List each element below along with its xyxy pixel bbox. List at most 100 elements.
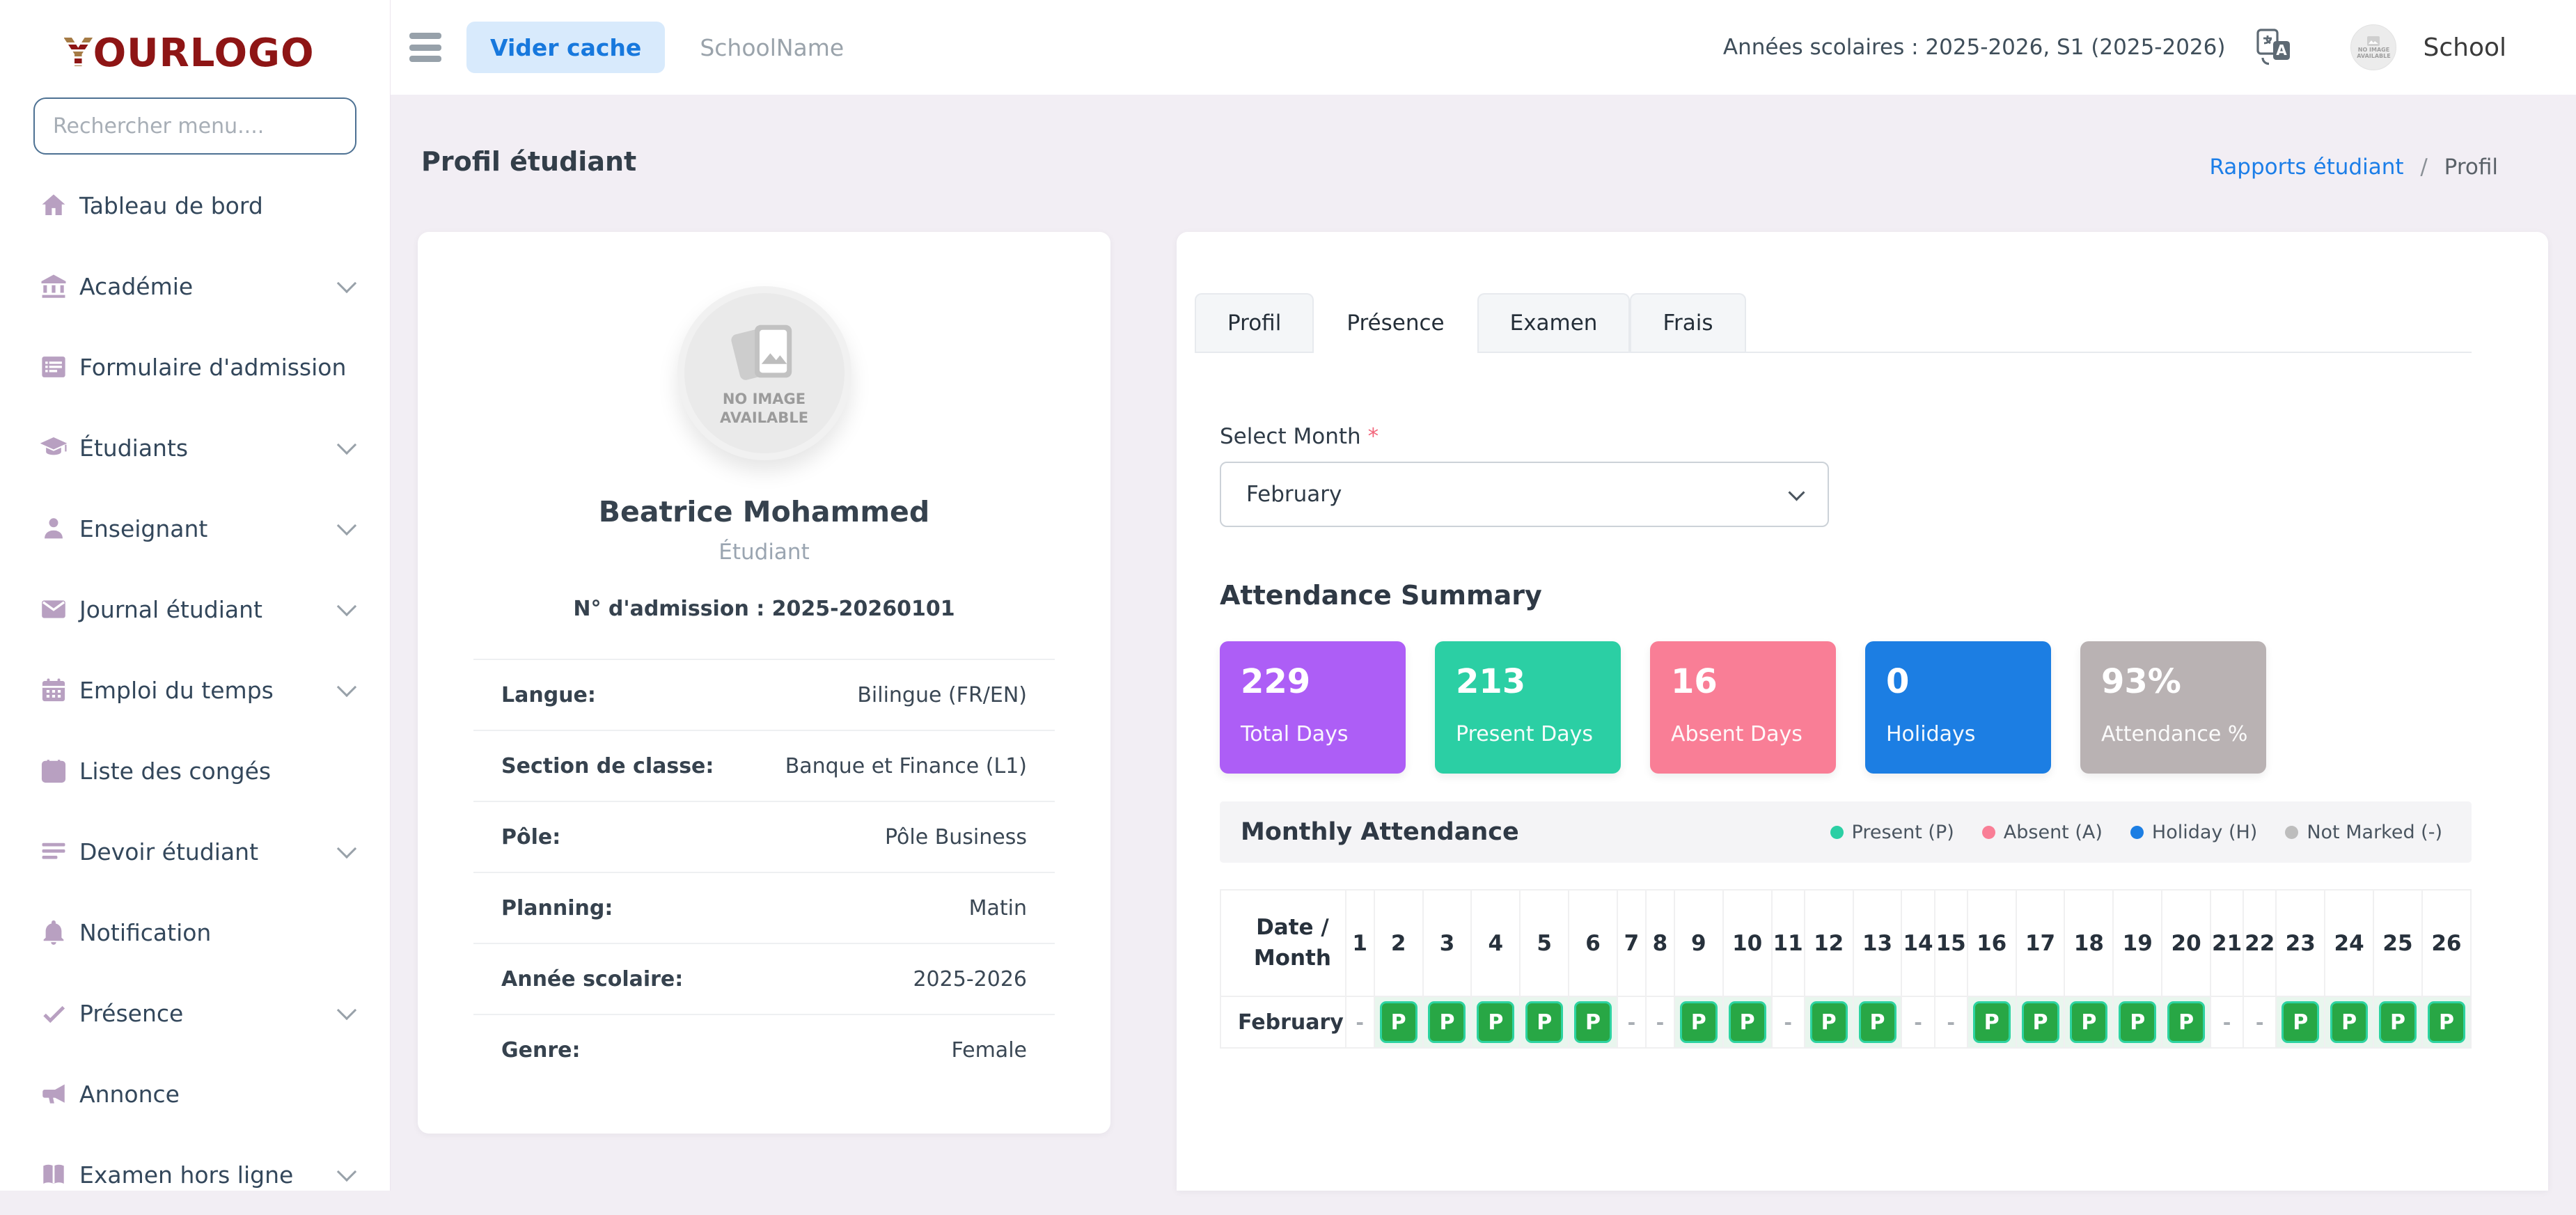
sidebar-item-timetable[interactable]: Emploi du temps — [0, 650, 390, 730]
journal-icon — [39, 595, 68, 624]
day-header: 12 — [1803, 889, 1854, 997]
chevron-down-icon — [336, 273, 357, 294]
sidebar-item-label: Académie — [79, 272, 194, 300]
sidebar-item-homework[interactable]: Devoir étudiant — [0, 811, 390, 892]
not-marked-dash: - — [1947, 1010, 1955, 1034]
day-header: 7 — [1616, 889, 1647, 997]
not-marked-cell: - — [2210, 996, 2245, 1049]
legend-item: Holiday (H) — [2130, 822, 2257, 843]
teacher-icon — [39, 514, 68, 543]
month-select[interactable]: February — [1220, 462, 1829, 527]
tab-examen[interactable]: Examen — [1477, 293, 1631, 352]
day-header: 21 — [2210, 889, 2245, 997]
detail-row: Langue: Bilingue (FR/EN) — [418, 660, 1110, 730]
tab-profil[interactable]: Profil — [1195, 293, 1314, 352]
legend-label: Absent (A) — [2003, 821, 2103, 843]
sidebar-item-teacher[interactable]: Enseignant — [0, 488, 390, 569]
chevron-down-icon — [336, 596, 357, 617]
student-details: Langue: Bilingue (FR/EN) Section de classe… — [418, 659, 1110, 1085]
present-cell: P — [2373, 996, 2423, 1049]
day-header: 16 — [1966, 889, 2017, 997]
topbar: Vider cache SchoolName Années scolaires … — [390, 0, 2576, 95]
tab-presence[interactable]: Présence — [1314, 292, 1477, 353]
present-cell: P — [2015, 996, 2066, 1049]
sidebar-item-home[interactable]: Tableau de bord — [0, 165, 390, 246]
bell-icon — [39, 918, 68, 947]
summary-card-label: Holidays — [1886, 722, 1976, 746]
divider — [473, 801, 1055, 802]
sidebar-item-offline-exam[interactable]: Examen hors ligne — [0, 1134, 390, 1215]
present-badge: P — [2282, 1001, 2320, 1043]
present-badge: P — [1428, 1001, 1466, 1043]
sidebar-item-label: Journal étudiant — [79, 595, 262, 623]
day-header: 3 — [1422, 889, 1472, 997]
day-header: 13 — [1852, 889, 1903, 997]
students-icon — [39, 433, 68, 462]
day-header: 4 — [1470, 889, 1521, 997]
detail-row: Année scolaire: 2025-2026 — [418, 944, 1110, 1014]
present-cell: P — [2421, 996, 2472, 1049]
not-marked-dash: - — [1914, 1010, 1922, 1034]
not-marked-cell: - — [1344, 996, 1375, 1049]
sidebar-item-label: Présence — [79, 999, 184, 1027]
sidebar-item-journal[interactable]: Journal étudiant — [0, 569, 390, 650]
clear-cache-button[interactable]: Vider cache — [466, 22, 666, 73]
legend-label: Present (P) — [1851, 821, 1954, 843]
sidebar-item-label: Formulaire d'admission — [79, 353, 347, 381]
not-marked-cell: - — [1933, 996, 1968, 1049]
photo-placeholder-icon — [2367, 36, 2380, 46]
detail-label: Genre: — [501, 1037, 581, 1063]
sidebar-item-admission-form[interactable]: Formulaire d'admission — [0, 327, 390, 407]
profile-menu[interactable]: School — [2423, 33, 2506, 62]
legend-dot-icon — [2130, 825, 2144, 839]
logo-y-glyph: Y — [64, 31, 93, 76]
student-avatar: NO IMAGE AVAILABLE — [677, 286, 851, 460]
breadcrumb-link[interactable]: Rapports étudiant — [2209, 155, 2404, 180]
not-marked-dash: - — [1784, 1010, 1792, 1034]
sidebar-item-leave-list[interactable]: Liste des congés — [0, 730, 390, 811]
summary-card-value: 0 — [1886, 662, 1910, 701]
detail-label: Section de classe: — [501, 753, 714, 778]
day-header: 2 — [1373, 889, 1424, 997]
svg-text:A: A — [2277, 42, 2288, 58]
attendance-table: Date / Month 1 2 3 4 5 6 7 8 9 10 11 12 13 14 15 16 17 18 19… — [1220, 889, 2472, 1049]
sidebar-item-bell[interactable]: Notification — [0, 892, 390, 973]
legend-dot-icon — [2285, 825, 2299, 839]
present-badge: P — [1858, 1001, 1896, 1043]
detail-label: Langue: — [501, 682, 596, 707]
sidebar-item-students[interactable]: Étudiants — [0, 407, 390, 488]
present-cell: P — [1373, 996, 1424, 1049]
present-cell: P — [2275, 996, 2326, 1049]
translate-icon[interactable]: A — [2256, 28, 2292, 67]
sidebar-item-academy[interactable]: Académie — [0, 246, 390, 327]
app-logo: YOURLOGO — [64, 31, 315, 76]
detail-label: Planning: — [501, 895, 613, 920]
present-badge: P — [1525, 1001, 1564, 1043]
sidebar-item-announcement[interactable]: Annonce — [0, 1053, 390, 1134]
legend-label: Holiday (H) — [2151, 821, 2258, 843]
user-avatar[interactable]: NO IMAGE AVAILABLE — [2350, 24, 2397, 70]
present-badge: P — [2070, 1001, 2108, 1043]
not-marked-cell: - — [1616, 996, 1647, 1049]
sidebar-item-attendance[interactable]: Présence — [0, 973, 390, 1053]
hamburger-menu-icon[interactable] — [409, 33, 441, 62]
present-cell: P — [1722, 996, 1773, 1049]
student-name: Beatrice Mohammed — [598, 495, 930, 528]
present-badge: P — [2378, 1001, 2417, 1043]
present-badge: P — [1809, 1001, 1848, 1043]
present-badge: P — [2021, 1001, 2059, 1043]
no-image-label: NO IMAGE AVAILABLE — [719, 390, 809, 426]
menu-search-input[interactable] — [33, 97, 356, 155]
present-badge: P — [2330, 1001, 2369, 1043]
detail-value: Bilingue (FR/EN) — [857, 682, 1027, 707]
detail-row: Section de classe: Banque et Finance (L1) — [418, 731, 1110, 801]
sidebar-item-label: Enseignant — [79, 515, 208, 542]
tab-frais[interactable]: Frais — [1630, 293, 1746, 352]
present-cell: P — [1422, 996, 1472, 1049]
breadcrumb-separator: / — [2420, 155, 2428, 180]
select-month-label: Select Month * — [1220, 424, 1379, 449]
not-marked-cell: - — [1770, 996, 1805, 1049]
attendance-summary-title: Attendance Summary — [1220, 580, 1542, 611]
required-mark: * — [1367, 424, 1379, 449]
detail-value: Matin — [968, 895, 1027, 920]
